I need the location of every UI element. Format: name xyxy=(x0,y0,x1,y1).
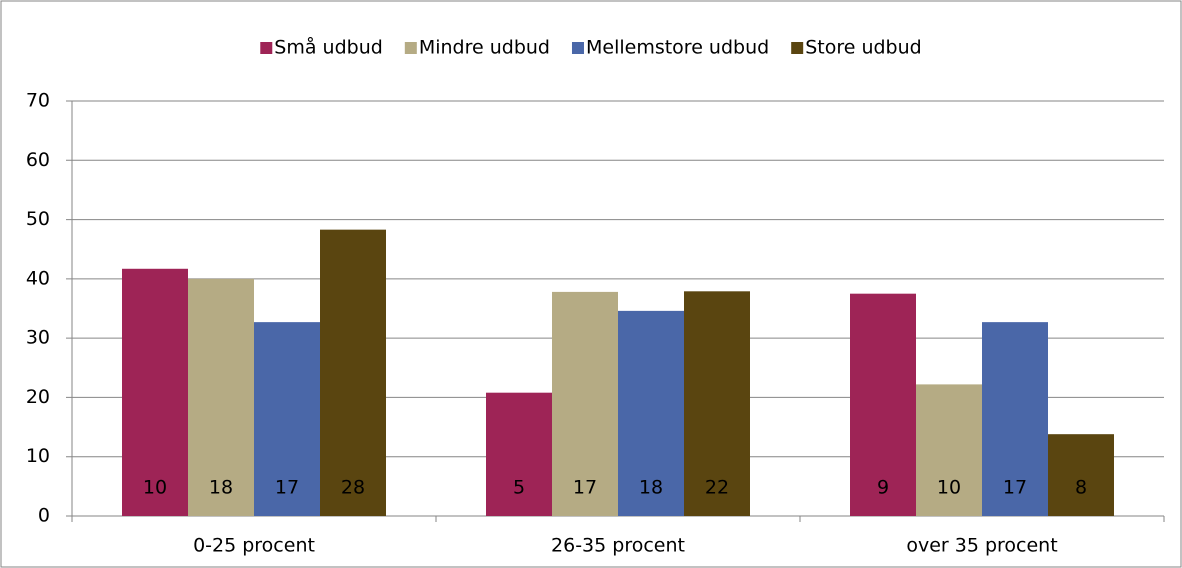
bar xyxy=(486,392,552,516)
bar xyxy=(684,291,750,516)
bar xyxy=(188,278,254,516)
y-tick-label: 70 xyxy=(26,90,50,112)
bar-count-label: 28 xyxy=(341,477,365,499)
legend-label: Mindre udbud xyxy=(419,37,550,59)
bar xyxy=(254,322,320,516)
bar-count-label: 18 xyxy=(209,477,233,499)
bar xyxy=(982,322,1048,516)
legend-label: Store udbud xyxy=(805,37,922,59)
legend-swatch xyxy=(260,42,273,54)
bar xyxy=(618,310,684,516)
bar xyxy=(1048,434,1114,516)
bar-count-label: 8 xyxy=(1075,477,1087,499)
x-tick-label: over 35 procent xyxy=(906,535,1057,557)
y-tick-label: 0 xyxy=(38,505,50,527)
legend-swatch xyxy=(571,42,584,54)
y-tick-label: 60 xyxy=(26,149,50,171)
bar-count-label: 10 xyxy=(937,477,961,499)
bar-count-label: 17 xyxy=(1003,477,1027,499)
bar xyxy=(850,293,916,516)
bar-count-label: 17 xyxy=(275,477,299,499)
y-tick-label: 30 xyxy=(26,327,50,349)
y-tick-label: 50 xyxy=(26,208,50,230)
x-tick-label: 26-35 procent xyxy=(551,535,685,557)
bar xyxy=(122,268,188,516)
y-tick-label: 20 xyxy=(26,386,50,408)
bar xyxy=(320,229,386,516)
bar-count-label: 17 xyxy=(573,477,597,499)
y-tick-label: 10 xyxy=(26,445,50,467)
legend-label: Små udbud xyxy=(274,36,383,59)
bar-count-label: 18 xyxy=(639,477,663,499)
y-tick-label: 40 xyxy=(26,267,50,289)
bar xyxy=(552,291,618,516)
legend-swatch xyxy=(404,42,417,54)
bar-count-label: 9 xyxy=(877,477,889,499)
legend-swatch xyxy=(791,42,804,54)
legend-label: Mellemstore udbud xyxy=(586,37,769,59)
bar xyxy=(916,384,982,516)
bar-count-label: 10 xyxy=(143,477,167,499)
bar-count-label: 22 xyxy=(705,477,729,499)
bar-count-label: 5 xyxy=(513,477,525,499)
x-tick-label: 0-25 procent xyxy=(193,535,315,557)
